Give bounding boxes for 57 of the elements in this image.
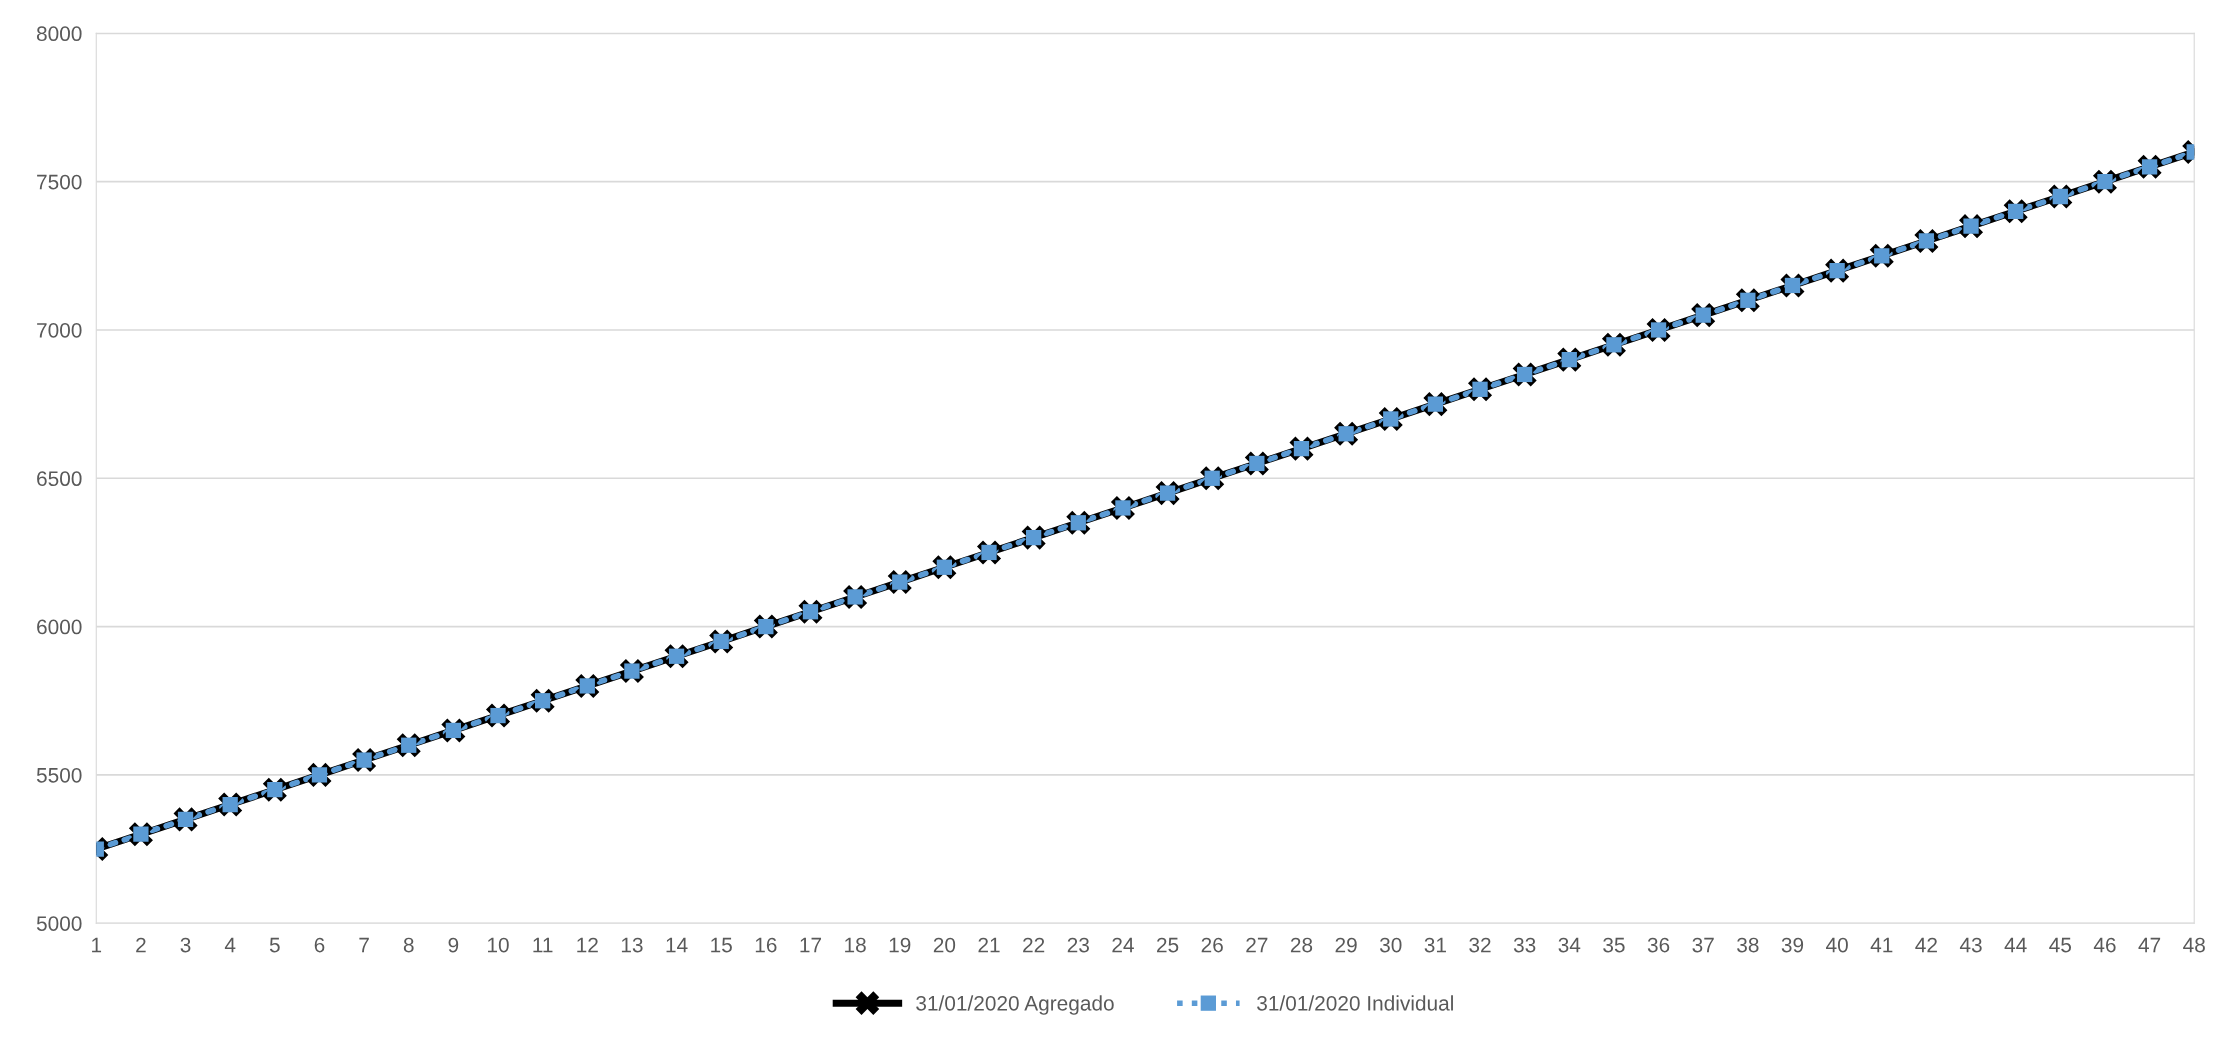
x-tick-label: 44 bbox=[2004, 937, 2027, 953]
x-tick-label: 30 bbox=[1379, 937, 1402, 953]
x-tick-label: 5 bbox=[269, 937, 280, 953]
y-tick-label: 7500 bbox=[37, 174, 82, 190]
x-tick-label: 3 bbox=[180, 937, 191, 953]
x-tick-label: 36 bbox=[1647, 937, 1670, 953]
x-tick-label: 28 bbox=[1290, 937, 1313, 953]
y-tick-label: 7000 bbox=[37, 322, 82, 338]
x-tick-label: 19 bbox=[889, 937, 911, 953]
x-tick-label: 10 bbox=[488, 937, 509, 953]
x-tick-label: 23 bbox=[1067, 937, 1089, 953]
y-tick-label: 8000 bbox=[36, 26, 82, 42]
x-tick-label: 31 bbox=[1424, 937, 1446, 953]
x-tick-label: 22 bbox=[1023, 937, 1045, 953]
x-tick-label: 24 bbox=[1112, 937, 1134, 953]
x-tick-label: 27 bbox=[1246, 937, 1268, 953]
y-tick-label: 6000 bbox=[37, 619, 82, 635]
x-tick-label: 37 bbox=[1692, 937, 1714, 953]
x-tick-label: 43 bbox=[1959, 937, 1982, 953]
x-tick-label: 42 bbox=[1915, 937, 1937, 953]
x-tick-label: 1 bbox=[92, 937, 102, 953]
x-tick-label: 35 bbox=[1603, 937, 1625, 953]
legend-label: 31/01/2020 Individual bbox=[1257, 995, 1453, 1011]
x-tick-label: 33 bbox=[1513, 937, 1536, 953]
x-tick-label: 6 bbox=[314, 937, 325, 953]
x-tick-label: 13 bbox=[621, 937, 643, 953]
x-tick-label: 32 bbox=[1469, 937, 1491, 953]
x-tick-label: 11 bbox=[533, 937, 553, 953]
x-tick-label: 45 bbox=[2049, 937, 2072, 953]
x-tick-label: 18 bbox=[845, 937, 866, 953]
x-tick-label: 25 bbox=[1157, 937, 1179, 953]
x-tick-label: 16 bbox=[755, 937, 777, 953]
x-tick-label: 29 bbox=[1335, 937, 1357, 953]
x-tick-label: 15 bbox=[711, 937, 732, 953]
x-tick-label: 9 bbox=[448, 937, 459, 953]
x-tick-label: 17 bbox=[800, 937, 822, 953]
x-tick-label: 4 bbox=[224, 937, 236, 953]
y-tick-label: 6500 bbox=[37, 471, 82, 487]
x-tick-label: 8 bbox=[403, 937, 414, 953]
x-tick-label: 41 bbox=[1870, 937, 1893, 953]
x-tick-label: 34 bbox=[1558, 937, 1581, 953]
x-tick-label: 47 bbox=[2138, 937, 2161, 953]
y-tick-label: 5500 bbox=[36, 767, 82, 783]
x-tick-label: 26 bbox=[1201, 937, 1223, 953]
x-tick-label: 38 bbox=[1737, 937, 1759, 953]
legend-label: 31/01/2020 Agregado bbox=[916, 995, 1114, 1015]
x-tick-label: 7 bbox=[359, 937, 369, 953]
x-tick-label: 48 bbox=[2183, 937, 2205, 953]
x-tick-label: 12 bbox=[577, 937, 598, 953]
x-tick-label: 46 bbox=[2093, 937, 2116, 953]
x-tick-label: 40 bbox=[1826, 937, 1848, 953]
x-tick-label: 21 bbox=[978, 937, 1000, 953]
x-tick-label: 39 bbox=[1781, 937, 1804, 953]
x-tick-label: 2 bbox=[136, 937, 146, 953]
y-tick-label: 5000 bbox=[36, 916, 82, 931]
x-tick-label: 14 bbox=[666, 937, 688, 953]
x-tick-label: 20 bbox=[933, 937, 956, 953]
